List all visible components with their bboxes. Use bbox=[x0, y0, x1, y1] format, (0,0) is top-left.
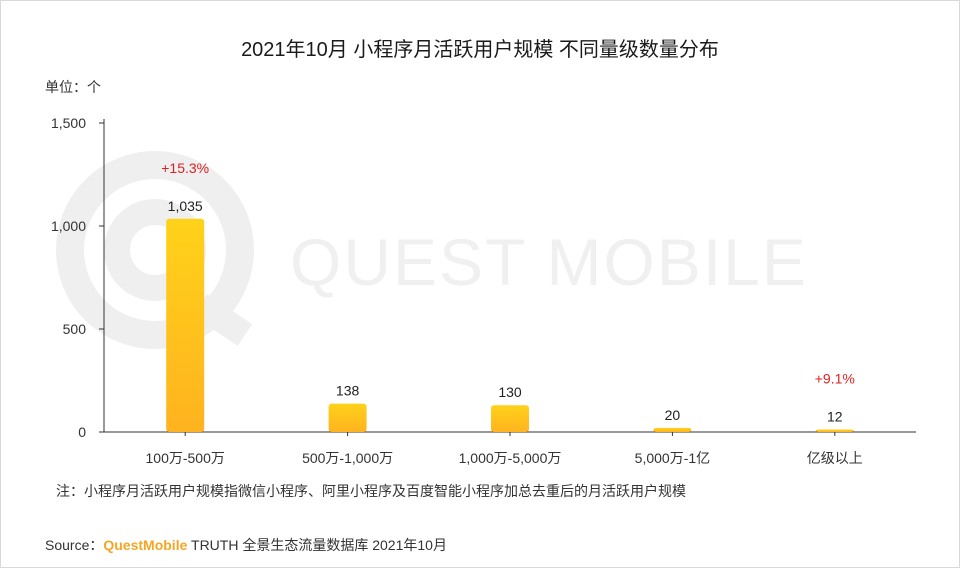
bar bbox=[491, 405, 529, 432]
watermark-logo-icon bbox=[56, 151, 254, 349]
bar bbox=[653, 427, 692, 432]
x-category-label: 500万-1,000万 bbox=[302, 450, 393, 466]
x-category-label: 1,000万-5,000万 bbox=[459, 450, 562, 466]
unit-label: 单位：个 bbox=[45, 79, 101, 95]
data-label: 1,035 bbox=[168, 198, 203, 214]
y-tick-label: 1,000 bbox=[51, 218, 86, 234]
data-label: 20 bbox=[665, 407, 681, 423]
growth-label: +15.3% bbox=[161, 160, 209, 176]
data-label: 138 bbox=[336, 383, 360, 399]
watermark-text: QUEST MOBILE bbox=[290, 225, 808, 299]
source-line: Source：QuestMobile TRUTH 全景生态流量数据库 2021年… bbox=[45, 535, 447, 555]
source-prefix: Source： bbox=[45, 537, 104, 553]
source-brand: QuestMobile bbox=[103, 537, 188, 553]
chart-title: 2021年10月 小程序月活跃用户规模 不同量级数量分布 bbox=[241, 39, 719, 61]
y-tick-label: 500 bbox=[63, 321, 87, 337]
data-label: 130 bbox=[498, 384, 522, 400]
data-label: 12 bbox=[827, 409, 843, 425]
bar bbox=[166, 218, 205, 432]
growth-label: +9.1% bbox=[815, 371, 855, 387]
x-category-label: 亿级以上 bbox=[807, 450, 863, 466]
source-rest: TRUTH 全景生态流量数据库 2021年10月 bbox=[187, 537, 447, 553]
y-tick-label: 0 bbox=[78, 424, 86, 440]
footnote: 注：小程序月活跃用户规模指微信小程序、阿里小程序及百度智能小程序加总去重后的月活… bbox=[56, 483, 686, 499]
x-category-label: 5,000万-1亿 bbox=[635, 450, 710, 466]
bar bbox=[815, 429, 854, 432]
y-tick-label: 1,500 bbox=[51, 115, 86, 131]
x-category-label: 100万-500万 bbox=[146, 450, 225, 466]
bar bbox=[328, 403, 367, 432]
